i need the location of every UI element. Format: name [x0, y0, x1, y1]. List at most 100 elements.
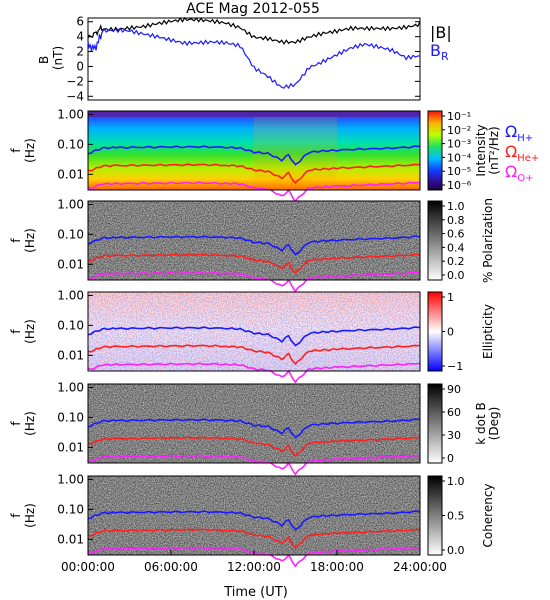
- legend-omega-h-sub: H+: [517, 133, 533, 144]
- coherency-colorbar: [427, 475, 443, 556]
- x-tick-label: 06:00:00: [144, 560, 198, 574]
- kdotb-frame: [87, 383, 421, 464]
- intensity-spectrogram: [88, 111, 420, 190]
- intensity-gyro-he-plus: [87, 163, 421, 185]
- kdotb-freq-tick-label: 0.10: [57, 410, 84, 424]
- coherency-colorbar-tick-label: 0.5: [447, 510, 465, 523]
- ellipticity-frame: [87, 291, 421, 372]
- intensity-top-band: [88, 111, 420, 117]
- legend-omega-h: ΩH+: [505, 122, 533, 144]
- intensity-colorbar-tick-label: 10⁻⁵: [447, 165, 471, 178]
- field-series-br: [87, 27, 420, 89]
- panel-intensity: 1.00 0.10 0.01 f(Hz) 10⁻¹10⁻²10⁻³10⁻⁴10⁻⁵10⁻…: [9, 107, 501, 203]
- kdotb-gyro-he-plus: [87, 436, 421, 458]
- legend-omega-he-symbol: Ω: [505, 142, 517, 161]
- kdotb-colorbar-tick-label: 0: [447, 452, 454, 465]
- polarization-colorbar: [427, 200, 443, 281]
- intensity-freq-ylabel: f(Hz): [9, 138, 37, 163]
- polarization-gyro-he-plus: [87, 253, 421, 275]
- gyro-legend: ΩH+ ΩHe+ ΩO+: [505, 122, 539, 184]
- polarization-gyro-h-plus: [87, 235, 421, 256]
- intensity-freq-ylabel-line1: f: [9, 148, 23, 153]
- ellipticity-freq-tick-label: 1.00: [57, 288, 84, 302]
- spectrogram-panels: 1.000.100.01f(Hz)10⁻¹10⁻²10⁻³10⁻⁴10⁻⁵10⁻…: [9, 107, 501, 568]
- coherency-colorbar-label: Coherency: [481, 483, 495, 547]
- kdotb-freq-ylabel-line1: f: [9, 421, 23, 426]
- kdotb-colorbar-tick-label: 60: [447, 406, 461, 419]
- polarization-freq-ylabel-line1: f: [9, 238, 23, 243]
- legend-omega-o-symbol: Ω: [505, 162, 517, 181]
- coherency-freq-ylabel: f(Hz): [9, 503, 37, 528]
- legend-br-sub: R: [441, 50, 449, 63]
- field-ylabel-line1: B: [37, 56, 51, 64]
- panel-ellipticity: 1.00 0.10 0.01 f(Hz) 1 0 −1 Ellipticity: [9, 288, 495, 384]
- ellipticity-colorbar-label-line1: Ellipticity: [481, 304, 495, 359]
- intensity-freq-ylabel-line2: (Hz): [23, 138, 37, 163]
- field-y-tick-label: 2: [76, 45, 84, 59]
- legend-omega-he: ΩHe+: [505, 142, 539, 164]
- kdotb-colorbar-label-line1: k dot B: [474, 402, 488, 444]
- legend-omega-h-symbol: Ω: [505, 122, 517, 141]
- polarization-colorbar-tick-label: 0.4: [447, 241, 465, 254]
- kdotb-freq-tick-label: 0.01: [57, 440, 84, 454]
- intensity-colorbar-label: Intensity(nT²/Hz): [474, 124, 501, 176]
- polarization-colorbar-label-line1: % Polarization: [481, 198, 495, 283]
- field-y-tick-label: 6: [76, 15, 84, 29]
- intensity-gyro-h-plus: [87, 145, 421, 166]
- polarization-colorbar-tick-label: 0.8: [447, 214, 465, 227]
- legend-omega-o: ΩO+: [505, 162, 533, 184]
- polarization-colorbar-label: % Polarization: [481, 198, 495, 283]
- intensity-frame: [87, 110, 421, 191]
- ellipticity-gyro-h-plus: [87, 326, 421, 347]
- intensity-colorbar-label-line2: (nT²/Hz): [487, 126, 501, 174]
- ellipticity-colorbar-tick-label: −1: [447, 360, 463, 373]
- kdotb-colorbar-tick-label: 90: [447, 383, 461, 396]
- kdotb-texture-light: [88, 384, 420, 463]
- kdotb-freq-ylabel-line2: (Hz): [23, 411, 37, 436]
- kdotb-colorbar-label: k dot B(Deg): [474, 402, 501, 444]
- coherency-freq-ylabel-line2: (Hz): [23, 503, 37, 528]
- coherency-gyro-h-plus: [87, 510, 421, 531]
- ellipticity-freq-tick-label: 0.10: [57, 318, 84, 332]
- coherency-colorbar-label-line1: Coherency: [481, 483, 495, 547]
- intensity-freq-tick-label: 0.10: [57, 137, 84, 151]
- ellipticity-texture-blue: [88, 292, 420, 371]
- x-tick-label: 24:00:00: [393, 560, 447, 574]
- panel-coherency: 1.00 0.10 0.01 f(Hz) 1.0 0.5 0.0 Coherency: [9, 472, 495, 568]
- field-ylabel: B (nT): [37, 46, 65, 70]
- ellipticity-freq-ylabel-line1: f: [9, 329, 23, 334]
- intensity-freq-tick-label: 0.01: [57, 167, 84, 181]
- field-y-tick-label: 4: [76, 30, 84, 44]
- ellipticity-freq-tick-label: 0.01: [57, 348, 84, 362]
- polarization-freq-ylabel-line2: (Hz): [23, 228, 37, 253]
- field-plot-frame: [87, 17, 421, 101]
- polarization-colorbar-tick-label: 0.6: [447, 228, 465, 241]
- polarization-freq-tick-label: 1.00: [57, 197, 84, 211]
- x-axis-label: Time (UT): [223, 585, 288, 600]
- ellipticity-colorbar-tick-label: 1: [447, 291, 454, 304]
- x-axis: 00:00:00 06:00:00 12:00:00 18:00:00 24:00:00: [61, 550, 447, 574]
- polarization-freq-tick-label: 0.01: [57, 257, 84, 271]
- field-ylabel-line2: (nT): [51, 46, 65, 70]
- legend-babs: |B|: [430, 23, 452, 42]
- legend-br: BR: [430, 41, 449, 63]
- coherency-gyro-he-plus: [87, 528, 421, 550]
- ellipticity-gyro-he-plus: [87, 344, 421, 366]
- polarization-freq-ylabel: f(Hz): [9, 228, 37, 253]
- field-y-tick-label: 0: [76, 59, 84, 73]
- intensity-freq-tick-label: 1.00: [57, 107, 84, 121]
- kdotb-freq-tick-label: 1.00: [57, 380, 84, 394]
- intensity-colorbar-tick-label: 10⁻²: [447, 124, 471, 137]
- legend-omega-o-sub: O+: [517, 173, 533, 184]
- kdotb-colorbar: [427, 383, 443, 464]
- coherency-colorbar-tick-label: 0.0: [447, 544, 465, 557]
- x-tick-label: 12:00:00: [227, 560, 281, 574]
- polarization-colorbar-tick-label: 1.0: [447, 200, 465, 213]
- kdotb-colorbar-label-line2: (Deg): [487, 407, 501, 441]
- chart-title: ACE Mag 2012-055: [186, 1, 320, 17]
- x-tick-label: 00:00:00: [61, 560, 115, 574]
- ellipticity-colorbar: [427, 291, 443, 372]
